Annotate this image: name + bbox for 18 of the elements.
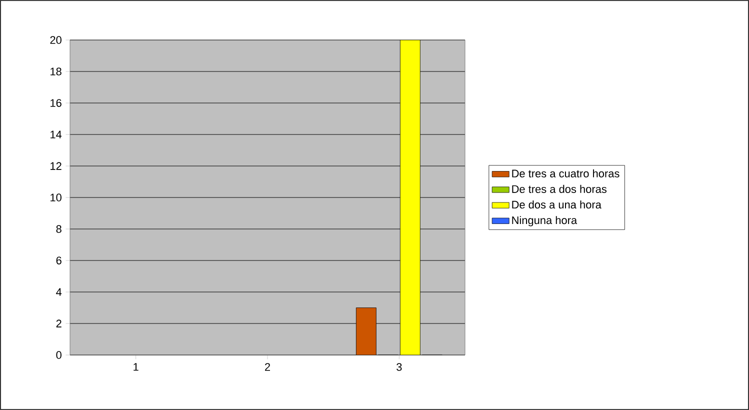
y-tick-label: 20	[50, 36, 62, 44]
y-tick-label: 16	[50, 99, 62, 107]
y-tick-label: 12	[50, 162, 62, 170]
x-tick-label: 1	[134, 363, 138, 371]
y-tick-label: 2	[56, 320, 62, 328]
y-tick-label: 0	[56, 351, 62, 359]
x-tick-label: 3	[396, 363, 402, 371]
legend-label: De dos a una hora	[512, 200, 602, 209]
y-tick-label: 14	[50, 130, 62, 138]
legend-label: Ninguna hora	[512, 216, 578, 226]
y-tick-label: 6	[56, 256, 62, 264]
y-tick-label: 18	[50, 68, 62, 76]
y-tick-label: 4	[56, 288, 62, 296]
legend-label: De tres a dos horas	[512, 184, 607, 193]
y-tick-label: 10	[50, 194, 62, 202]
legend-label: De tres a cuatro horas	[512, 169, 620, 178]
y-tick-label: 8	[56, 225, 62, 233]
x-tick-label: 2	[265, 363, 270, 371]
